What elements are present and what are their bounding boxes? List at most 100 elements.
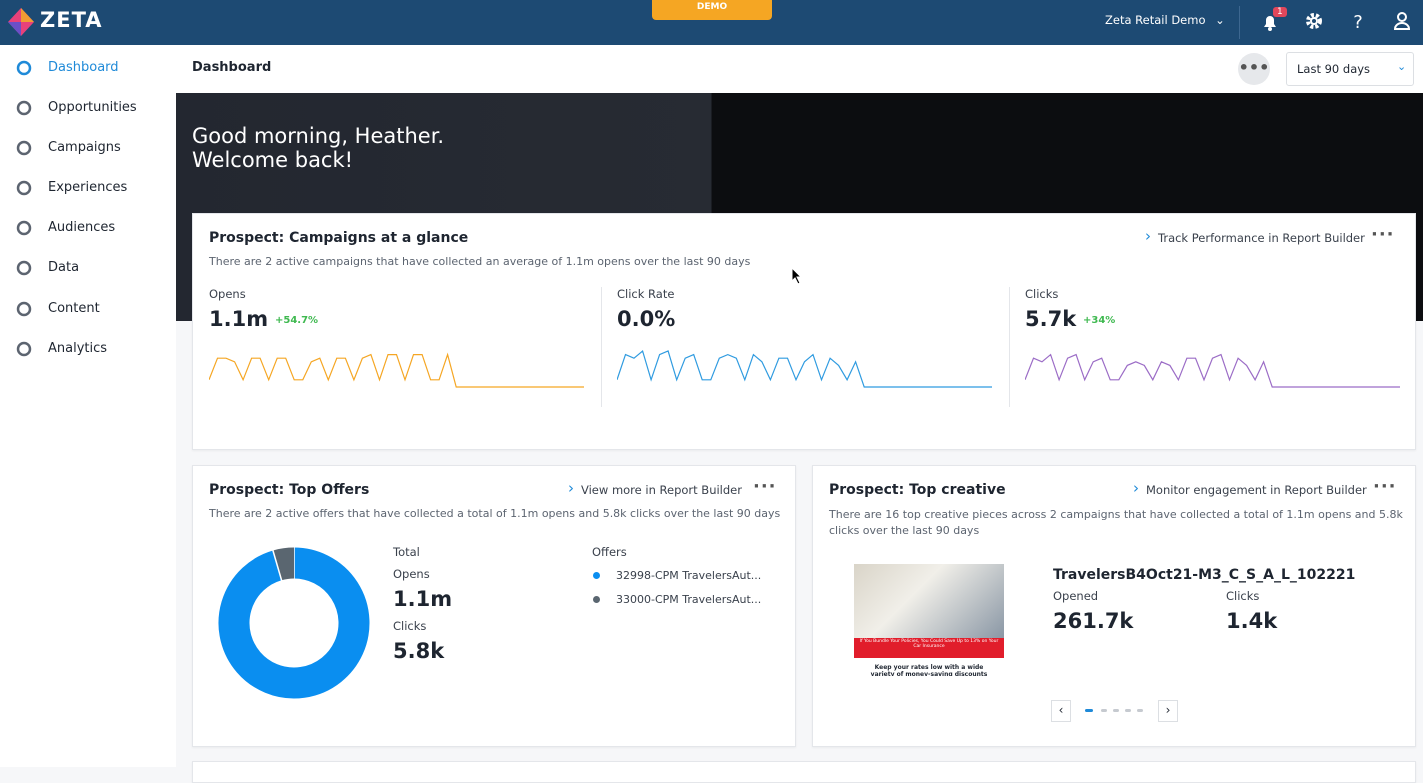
notification-badge: 1 bbox=[1273, 7, 1287, 17]
report-link[interactable]: View more in Report Builder bbox=[568, 479, 742, 497]
card-title: Prospect: Top Offers bbox=[209, 482, 370, 498]
page-header: Dashboard ••• Last 90 days ⌄ bbox=[176, 45, 1423, 93]
divider bbox=[1009, 287, 1010, 407]
legend-dot bbox=[593, 572, 600, 579]
page-dot[interactable] bbox=[1085, 709, 1093, 712]
nav-item[interactable]: Campaigns bbox=[0, 138, 176, 160]
account-name: Zeta Retail Demo bbox=[1105, 13, 1206, 27]
metric-label: Clicks bbox=[1025, 287, 1059, 301]
date-range-select[interactable]: Last 90 days ⌄ bbox=[1286, 52, 1414, 86]
nav-item[interactable]: Dashboard bbox=[0, 58, 176, 80]
logo: ZETA bbox=[40, 8, 103, 32]
nav-label: Opportunities bbox=[48, 100, 137, 115]
clicks-label: Clicks bbox=[393, 619, 427, 633]
nav-icon bbox=[16, 220, 32, 236]
cursor bbox=[791, 267, 803, 285]
nav-label: Analytics bbox=[48, 341, 108, 356]
icon-shape bbox=[16, 220, 32, 236]
nav-icon bbox=[16, 180, 32, 196]
more-button[interactable]: ··· bbox=[1371, 224, 1395, 245]
card-title: Prospect: Campaigns at a glance bbox=[209, 230, 469, 246]
icon-shape bbox=[16, 260, 32, 276]
nav-item[interactable]: Audiences bbox=[0, 218, 176, 240]
clicks-value: 5.8k bbox=[393, 639, 445, 663]
nav-icon bbox=[16, 60, 32, 76]
nav-item[interactable]: Data bbox=[0, 258, 176, 280]
nav-item[interactable]: Experiences bbox=[0, 178, 176, 200]
page: ZETA DEMO Zeta Retail Demo ⌄ 1 ? Dashboa… bbox=[0, 0, 1423, 767]
top-offers-card: Prospect: Top Offers View more in Report… bbox=[192, 465, 796, 747]
icon-shape bbox=[16, 341, 32, 357]
metric-label: Opens bbox=[209, 287, 246, 301]
demo-badge: DEMO bbox=[652, 0, 772, 20]
user-icon[interactable] bbox=[1393, 11, 1411, 31]
report-link[interactable]: Track Performance in Report Builder bbox=[1145, 227, 1365, 245]
card-title: Prospect: Top creative bbox=[829, 482, 1006, 498]
legend-label: 33000-CPM TravelersAut... bbox=[616, 593, 762, 606]
next-button[interactable]: › bbox=[1158, 700, 1178, 722]
more-button[interactable]: ••• bbox=[1238, 53, 1270, 85]
offers-label: Offers bbox=[592, 545, 627, 559]
card-subtitle: There are 2 active campaigns that have c… bbox=[209, 255, 751, 268]
report-link[interactable]: Monitor engagement in Report Builder bbox=[1133, 479, 1367, 497]
icon-shape bbox=[16, 60, 32, 76]
card-subtitle: There are 16 top creative pieces across … bbox=[829, 508, 1403, 537]
icon-shape bbox=[16, 301, 32, 317]
divider bbox=[1239, 6, 1240, 39]
nav-icon bbox=[16, 100, 32, 116]
page-dot[interactable] bbox=[1137, 709, 1143, 712]
icon-shape bbox=[16, 100, 32, 116]
help-icon[interactable]: ? bbox=[1350, 12, 1366, 32]
top-creative-card: Prospect: Top creative Monitor engagemen… bbox=[812, 465, 1416, 747]
clicks-label: Clicks bbox=[1226, 589, 1260, 603]
creative-name: TravelersB4Oct21-M3_C_S_A_L_102221 bbox=[1053, 567, 1356, 583]
nav-icon bbox=[16, 341, 32, 357]
spark-line bbox=[209, 352, 584, 388]
divider bbox=[601, 287, 602, 407]
nav-item[interactable]: Content bbox=[0, 299, 176, 321]
metric-value: 5.7k bbox=[1025, 307, 1077, 331]
spark-line bbox=[1025, 353, 1400, 388]
metric-value: 0.0% bbox=[617, 307, 676, 331]
sparkline bbox=[1025, 353, 1400, 388]
page-dot[interactable] bbox=[1113, 709, 1119, 712]
spark-line bbox=[617, 349, 992, 388]
opened-value: 261.7k bbox=[1053, 609, 1134, 633]
opens-label: Opens bbox=[393, 567, 430, 581]
nav-item[interactable]: Analytics bbox=[0, 339, 176, 361]
metric-value: 1.1m bbox=[209, 307, 269, 331]
sidebar: Dashboard Opportunities Campaigns Experienc… bbox=[0, 45, 176, 767]
ad-caption: Keep your rates low with a wide variety … bbox=[870, 664, 988, 676]
nav-label: Data bbox=[48, 260, 80, 275]
page-dot[interactable] bbox=[1101, 709, 1107, 712]
greeting: Welcome back! bbox=[192, 148, 354, 172]
ad-headline: If You Bundle Your Policies, You Could S… bbox=[854, 638, 1004, 658]
nav-label: Audiences bbox=[48, 220, 116, 235]
page-title: Dashboard bbox=[192, 60, 272, 75]
more-button[interactable]: ··· bbox=[753, 476, 777, 497]
top-bar: ZETA DEMO Zeta Retail Demo ⌄ 1 ? bbox=[0, 0, 1423, 45]
nav-icon bbox=[16, 260, 32, 276]
more-button[interactable]: ··· bbox=[1373, 476, 1397, 497]
total-label: Total bbox=[393, 545, 420, 559]
next-card bbox=[192, 761, 1416, 783]
nav-item[interactable]: Opportunities bbox=[0, 98, 176, 120]
account-menu[interactable]: Zeta Retail Demo ⌄ bbox=[1105, 13, 1225, 27]
settings-icon[interactable] bbox=[1305, 12, 1323, 30]
campaigns-card: Prospect: Campaigns at a glance There ar… bbox=[192, 213, 1416, 450]
legend-dot bbox=[593, 596, 600, 603]
page-dot[interactable] bbox=[1125, 709, 1131, 712]
pager bbox=[1085, 708, 1145, 714]
nav-label: Experiences bbox=[48, 180, 128, 195]
date-range: Last 90 days bbox=[1297, 62, 1371, 76]
nav-icon bbox=[16, 301, 32, 317]
prev-button[interactable]: ‹ bbox=[1051, 700, 1071, 722]
metric-label: Click Rate bbox=[617, 287, 675, 301]
sparkline bbox=[209, 352, 584, 388]
bell-icon[interactable] bbox=[1260, 12, 1280, 32]
opened-label: Opened bbox=[1053, 589, 1099, 603]
card-subtitle: There are 2 active offers that have coll… bbox=[209, 507, 781, 520]
nav-label: Content bbox=[48, 301, 100, 316]
icon-shape bbox=[16, 180, 32, 196]
logo-icon bbox=[8, 8, 34, 36]
